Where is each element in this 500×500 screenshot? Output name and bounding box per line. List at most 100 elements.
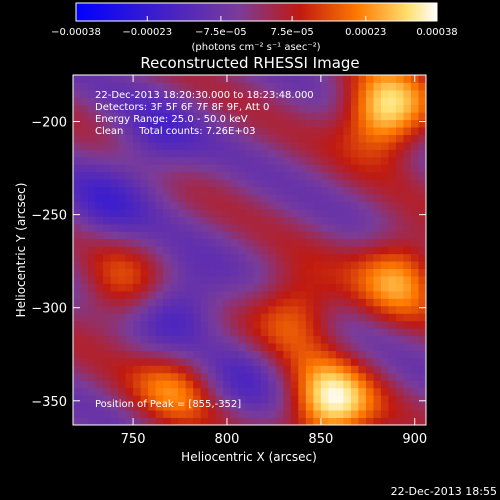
heatmap-cell: [335, 97, 344, 106]
heatmap-cell: [208, 112, 217, 121]
heatmap-cell: [388, 82, 397, 91]
heatmap-cell: [155, 320, 164, 329]
heatmap-cell: [328, 320, 337, 329]
heatmap-cell: [230, 283, 239, 292]
heatmap-cell: [380, 305, 389, 314]
heatmap-cell: [133, 343, 141, 351]
heatmap-cell: [230, 372, 239, 381]
heatmap-cell: [290, 335, 299, 344]
heatmap-cell: [133, 89, 141, 98]
heatmap-cell: [103, 298, 111, 307]
heatmap-cell: [110, 298, 119, 307]
heatmap-cell: [313, 365, 322, 374]
heatmap-cell: [335, 112, 344, 121]
heatmap-cell: [193, 246, 202, 255]
heatmap-cell: [110, 357, 119, 366]
heatmap-cell: [313, 97, 322, 106]
heatmap-cell: [178, 246, 187, 255]
heatmap-cell: [200, 156, 209, 165]
heatmap-cell: [73, 387, 81, 396]
heatmap-cell: [133, 156, 141, 165]
heatmap-cell: [298, 119, 307, 128]
heatmap-cell: [118, 156, 126, 165]
heatmap-cell: [185, 276, 194, 284]
heatmap-cell: [380, 75, 389, 83]
heatmap-cell: [110, 372, 119, 381]
heatmap-cell: [313, 231, 322, 240]
heatmap-cell: [290, 365, 299, 374]
heatmap-cell: [290, 417, 299, 425]
heatmap-cell: [245, 320, 254, 329]
heatmap-cell: [373, 372, 382, 381]
heatmap-cell: [73, 253, 81, 262]
heatmap-cell: [283, 127, 292, 135]
heatmap-cell: [313, 171, 322, 180]
heatmap-cell: [223, 89, 232, 98]
heatmap-cell: [395, 142, 404, 150]
heatmap-cell: [388, 253, 397, 262]
heatmap-cell: [328, 82, 337, 91]
heatmap-cell: [328, 357, 337, 366]
heatmap-cell: [238, 223, 247, 232]
heatmap-cell: [350, 283, 359, 292]
heatmap-cell: [298, 261, 307, 270]
heatmap-cell: [80, 216, 89, 225]
heatmap-cell: [163, 357, 172, 366]
heatmap-cell: [103, 149, 111, 158]
heatmap-cell: [185, 395, 194, 404]
heatmap-cell: [118, 119, 126, 128]
heatmap-cell: [358, 97, 367, 106]
heatmap-cell: [395, 82, 404, 91]
heatmap-cell: [103, 201, 111, 210]
heatmap-cell: [253, 186, 262, 195]
heatmap-cell: [125, 246, 134, 255]
heatmap-cell: [380, 320, 389, 329]
heatmap-cell: [260, 216, 269, 225]
heatmap-cell: [343, 395, 352, 404]
heatmap-cell: [178, 305, 187, 314]
heatmap-cell: [328, 127, 337, 135]
heatmap-cell: [80, 335, 89, 344]
heatmap-cell: [223, 372, 232, 381]
heatmap-cell: [170, 82, 179, 91]
x-tick-label: 900: [402, 432, 427, 447]
heatmap-cell: [208, 365, 217, 374]
heatmap-cell: [253, 343, 262, 351]
heatmap-cell: [140, 97, 149, 106]
heatmap-cell: [95, 417, 104, 425]
heatmap-cell: [163, 231, 172, 240]
heatmap-cell: [380, 253, 389, 262]
heatmap-cell: [170, 134, 179, 143]
heatmap-cell: [350, 290, 359, 299]
heatmap-cell: [380, 82, 389, 91]
heatmap-cell: [155, 357, 164, 366]
heatmap-cell: [373, 268, 382, 277]
heatmap-cell: [305, 313, 314, 322]
heatmap-cell: [410, 179, 419, 188]
heatmap-cell: [365, 350, 374, 359]
heatmap-cell: [268, 246, 277, 255]
heatmap-cell: [223, 276, 232, 284]
heatmap-cell: [200, 149, 209, 158]
heatmap-cell: [155, 253, 164, 262]
heatmap-cell: [365, 313, 374, 322]
heatmap-cell: [88, 164, 96, 173]
heatmap-cell: [350, 343, 359, 351]
heatmap-cell: [268, 268, 277, 277]
heatmap-cell: [395, 343, 404, 351]
heatmap-cell: [125, 313, 134, 322]
heatmap-cell: [395, 313, 404, 322]
heatmap-cell: [193, 343, 202, 351]
heatmap-cell: [388, 372, 397, 381]
heatmap-cell: [305, 365, 314, 374]
heatmap-cell: [418, 261, 426, 270]
heatmap-cell: [88, 127, 96, 135]
heatmap-cell: [388, 149, 397, 158]
heatmap-cell: [95, 223, 104, 232]
heatmap-cell: [260, 104, 269, 113]
heatmap-cell: [125, 134, 134, 143]
heatmap-cell: [245, 149, 254, 158]
heatmap-cell: [80, 372, 89, 381]
heatmap-cell: [335, 171, 344, 180]
heatmap-cell: [305, 82, 314, 91]
